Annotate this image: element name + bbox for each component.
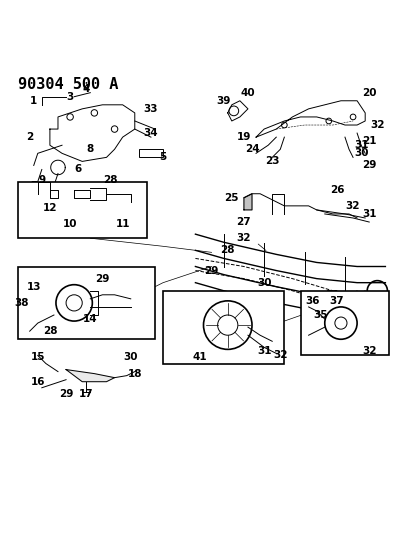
Text: 21: 21	[362, 136, 376, 146]
Text: 28: 28	[43, 326, 57, 336]
Text: 31: 31	[326, 290, 340, 300]
Polygon shape	[66, 369, 115, 382]
Text: 29: 29	[204, 265, 219, 276]
Text: 27: 27	[236, 217, 251, 227]
Text: 14: 14	[83, 314, 98, 324]
Bar	[18, 266, 155, 340]
Text: 18: 18	[127, 369, 142, 378]
Text: 5: 5	[160, 152, 167, 163]
Text: 40: 40	[241, 88, 255, 98]
Bar	[300, 291, 389, 356]
Text: 6: 6	[74, 165, 82, 174]
Text: 29: 29	[59, 389, 73, 399]
Text: 17: 17	[79, 389, 94, 399]
Text: 3: 3	[66, 92, 74, 102]
Text: 37: 37	[330, 296, 344, 306]
Bar	[18, 182, 147, 238]
Text: 90304 500 A: 90304 500 A	[18, 77, 118, 92]
Text: 31: 31	[362, 209, 376, 219]
Text: 26: 26	[330, 185, 344, 195]
Polygon shape	[244, 193, 252, 210]
Text: 13: 13	[26, 282, 41, 292]
Text: 31: 31	[354, 140, 368, 150]
Text: 41: 41	[192, 352, 207, 362]
Text: 24: 24	[245, 144, 259, 154]
Text: 30: 30	[123, 352, 138, 362]
Text: 9: 9	[38, 175, 45, 184]
Text: 31: 31	[257, 346, 271, 357]
Text: 4: 4	[83, 84, 90, 94]
Text: 29: 29	[95, 273, 109, 284]
Text: 28: 28	[103, 175, 118, 184]
Text: 2: 2	[26, 132, 33, 142]
Text: 19: 19	[237, 132, 251, 142]
Text: 11: 11	[116, 219, 130, 229]
Text: 30: 30	[257, 278, 271, 288]
Bar	[163, 291, 284, 364]
Text: 33: 33	[144, 104, 158, 114]
Text: 20: 20	[362, 88, 376, 98]
Text: 25: 25	[225, 193, 239, 203]
Text: 32: 32	[362, 346, 376, 357]
Text: 28: 28	[221, 245, 235, 255]
Text: 29: 29	[362, 160, 376, 171]
Text: 30: 30	[354, 148, 368, 158]
Text: 16: 16	[31, 377, 45, 387]
Text: 35: 35	[313, 310, 328, 320]
Text: 12: 12	[43, 203, 57, 213]
Text: 32: 32	[370, 120, 385, 130]
Text: 32: 32	[346, 201, 360, 211]
Text: 7: 7	[30, 181, 37, 191]
Text: 15: 15	[31, 352, 45, 362]
Text: 8: 8	[87, 144, 94, 154]
Text: 10: 10	[63, 219, 77, 229]
Text: 32: 32	[237, 233, 251, 243]
Text: 32: 32	[273, 350, 288, 360]
Text: 34: 34	[144, 128, 158, 138]
Text: 38: 38	[14, 298, 29, 308]
Text: 39: 39	[217, 96, 231, 106]
Text: 23: 23	[265, 156, 280, 166]
Text: 36: 36	[305, 296, 320, 306]
Text: 1: 1	[30, 96, 37, 106]
